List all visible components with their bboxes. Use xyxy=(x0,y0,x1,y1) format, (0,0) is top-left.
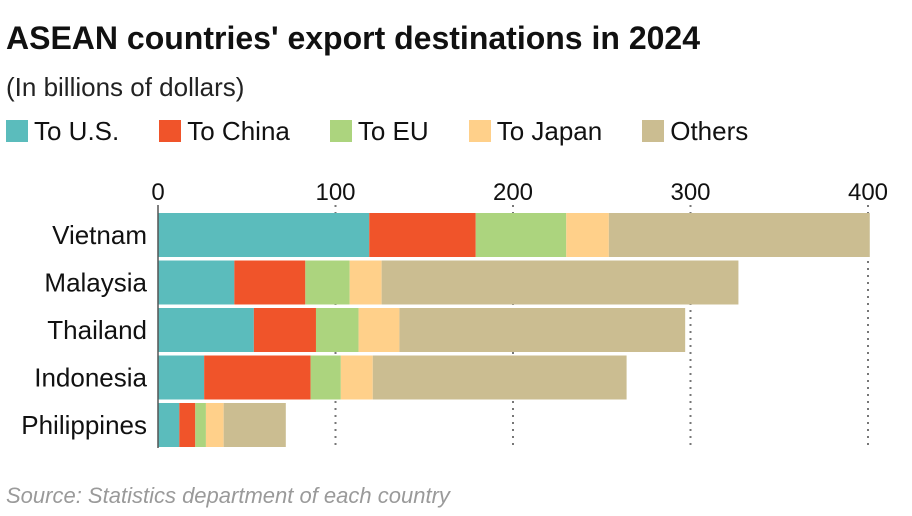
bar-thailand-to-u-s xyxy=(158,308,254,352)
legend-label: To Japan xyxy=(496,115,603,146)
legend-swatch xyxy=(159,120,182,142)
bar-philippines-others xyxy=(223,403,286,447)
bars xyxy=(157,205,870,448)
bar-chart: 0 100 200 300 400 Vietnam Malaysia Thailand Ind… xyxy=(21,179,888,448)
bar-philippines-to-eu xyxy=(195,403,206,447)
bar-malaysia-to-eu xyxy=(305,260,350,305)
legend-swatch xyxy=(329,120,352,142)
bar-malaysia-to-u-s xyxy=(158,260,235,305)
legend-item-to-u-s: To U.S. xyxy=(6,116,119,147)
bar-philippines-to-u-s xyxy=(158,403,180,447)
legend-item-to-japan: To Japan xyxy=(468,115,603,147)
x-tick-label-200: 200 xyxy=(493,179,533,206)
bar-thailand-others xyxy=(399,308,686,352)
bar-indonesia-to-u-s xyxy=(158,355,205,400)
bar-philippines-to-china xyxy=(179,403,196,447)
source-note: Source: Statistics department of each co… xyxy=(6,483,450,508)
legend-label: To EU xyxy=(357,115,429,146)
bar-philippines-to-japan xyxy=(205,403,224,447)
x-tick-label-100: 100 xyxy=(315,179,355,206)
category-label-philippines: Philippines xyxy=(21,410,147,440)
bar-malaysia-others xyxy=(381,260,739,305)
legend: To U.S. To China To EU To Japan Others xyxy=(6,114,788,148)
x-tick-label-0: 0 xyxy=(151,179,164,206)
legend-label: To U.S. xyxy=(34,115,120,146)
chart-title: ASEAN countries' export destinations in … xyxy=(6,20,700,56)
legend-label: Others xyxy=(670,115,749,146)
x-tick-label-300: 300 xyxy=(670,179,710,206)
x-axis-ticks: 0 100 200 300 400 xyxy=(151,179,888,206)
bar-vietnam-to-eu xyxy=(475,213,567,257)
bar-thailand-to-japan xyxy=(358,308,400,352)
bar-vietnam-to-china xyxy=(369,213,476,257)
bar-thailand-to-eu xyxy=(315,308,359,352)
category-label-indonesia: Indonesia xyxy=(34,363,147,393)
category-label-malaysia: Malaysia xyxy=(44,268,147,298)
bar-indonesia-to-japan xyxy=(340,355,373,400)
category-label-thailand: Thailand xyxy=(47,315,147,345)
legend-item-others: Others xyxy=(642,116,748,147)
legend-item-to-eu: To EU xyxy=(329,115,429,147)
bar-vietnam-to-japan xyxy=(566,213,609,257)
bar-malaysia-to-japan xyxy=(349,260,382,305)
bar-indonesia-to-eu xyxy=(310,355,341,400)
bar-vietnam-others xyxy=(608,213,870,257)
bar-thailand-to-china xyxy=(253,308,316,352)
bar-indonesia-others xyxy=(372,355,627,400)
legend-label: To China xyxy=(187,115,290,146)
legend-swatch xyxy=(468,120,491,142)
bar-malaysia-to-china xyxy=(234,260,306,305)
legend-item-to-china: To China xyxy=(159,116,290,147)
chart-subtitle: (In billions of dollars) xyxy=(6,72,245,102)
legend-swatch xyxy=(6,120,28,142)
bar-indonesia-to-china xyxy=(204,355,311,400)
x-tick-label-400: 400 xyxy=(848,179,888,206)
category-labels: Vietnam Malaysia Thailand Indonesia Philippi… xyxy=(21,220,147,440)
category-label-vietnam: Vietnam xyxy=(52,220,147,250)
bar-vietnam-to-u-s xyxy=(158,213,370,257)
legend-swatch xyxy=(642,120,665,142)
